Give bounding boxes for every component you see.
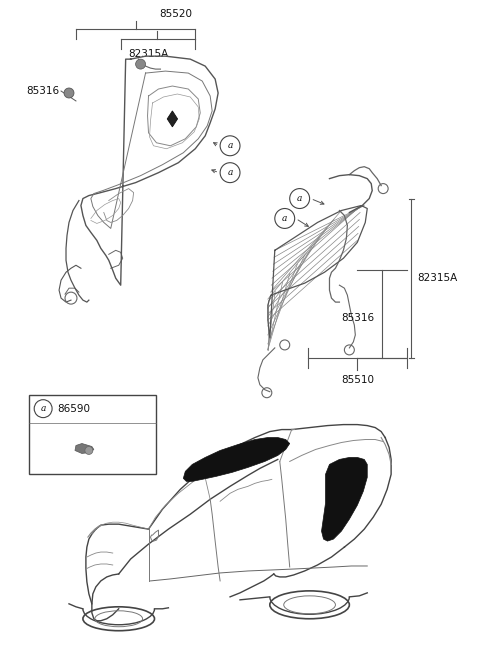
Text: 85520: 85520 (159, 9, 192, 19)
Text: 85510: 85510 (341, 375, 374, 384)
Circle shape (136, 59, 145, 69)
Polygon shape (75, 443, 94, 453)
Text: 82315A: 82315A (417, 273, 457, 283)
Circle shape (64, 88, 74, 98)
Text: 86590: 86590 (57, 403, 90, 414)
Text: a: a (282, 214, 288, 223)
Text: a: a (40, 404, 46, 413)
Polygon shape (167, 111, 178, 127)
Text: 85316: 85316 (26, 86, 60, 96)
Polygon shape (183, 438, 290, 481)
Text: 82315A: 82315A (129, 49, 168, 59)
Text: a: a (297, 194, 302, 203)
FancyBboxPatch shape (29, 395, 156, 474)
Text: a: a (228, 168, 233, 177)
Text: a: a (228, 141, 233, 150)
Circle shape (85, 447, 93, 455)
Text: 85316: 85316 (341, 313, 374, 323)
Polygon shape (322, 457, 367, 541)
